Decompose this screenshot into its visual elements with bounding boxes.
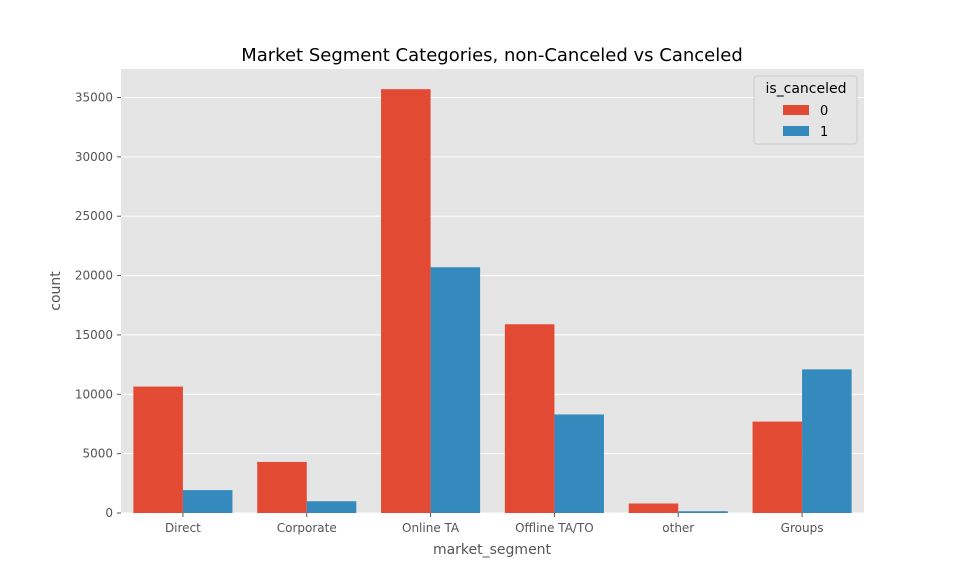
x-axis-ticks: Direct Corporate Online TA Offline TA/TO oth… [165,513,824,535]
bar-other-series-1 [678,511,728,513]
legend-label-0: 0 [820,104,828,119]
y-axis-ticks: 0 5000 10000 15000 20000 25000 30000 35000 [75,90,121,520]
y-tick-label: 5000 [82,447,113,461]
x-tick-label: Online TA [402,521,460,535]
bar-corporate-series-0 [257,461,307,513]
y-tick-label: 25000 [75,209,113,223]
legend-label-1: 1 [820,125,828,140]
y-tick-label: 10000 [75,387,113,401]
bar-other-series-0 [628,503,679,513]
bar-online-ta-series-0 [381,89,431,513]
x-tick-label: other [662,521,694,535]
bar-offline-ta-to-series-1 [554,414,604,513]
legend-title: is_canceled [765,81,846,97]
bars [133,89,852,513]
x-tick-label: Groups [781,521,824,535]
y-tick-label: 15000 [75,328,113,342]
bar-corporate-series-1 [306,501,357,513]
bar-online-ta-series-1 [430,267,481,513]
x-axis-label: market_segment [433,542,552,558]
bar-groups-series-0 [752,421,803,513]
legend: is_canceled 0 1 [753,75,858,145]
legend-swatch-0 [783,105,809,115]
y-tick-label: 35000 [75,90,113,104]
x-tick-label: Corporate [277,521,337,535]
bar-direct-series-0 [133,386,183,513]
bar-groups-series-1 [802,369,852,513]
y-axis-label: count [48,271,64,311]
y-tick-label: 0 [105,506,113,520]
bar-offline-ta-to-series-0 [504,324,555,513]
y-tick-label: 30000 [75,150,113,164]
plot-area [121,69,864,513]
x-tick-label: Direct [165,521,201,535]
gridlines [121,96,864,514]
chart-title: Market Segment Categories, non-Canceled … [241,45,743,66]
bar-direct-series-1 [182,490,233,513]
legend-swatch-1 [783,126,809,136]
y-tick-label: 20000 [75,269,113,283]
x-tick-label: Offline TA/TO [515,521,594,535]
